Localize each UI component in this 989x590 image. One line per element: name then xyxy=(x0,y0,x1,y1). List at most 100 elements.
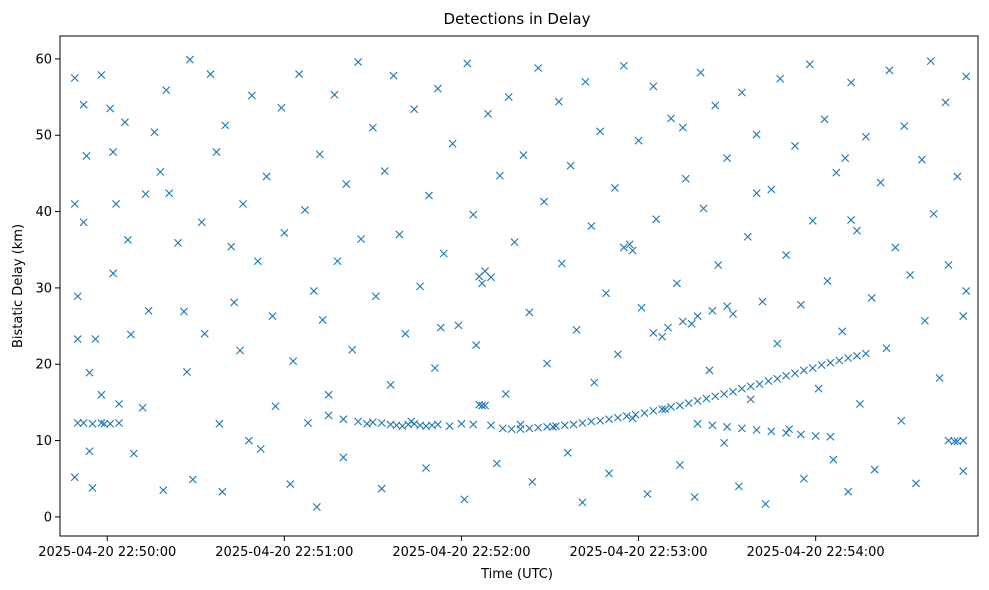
data-point xyxy=(596,416,605,425)
data-point xyxy=(239,199,247,208)
data-point xyxy=(829,455,838,464)
data-point xyxy=(88,483,97,492)
data-point xyxy=(953,172,962,181)
data-point xyxy=(844,354,853,363)
data-point xyxy=(723,302,732,311)
data-point xyxy=(596,127,605,136)
data-point xyxy=(386,380,395,389)
data-point xyxy=(590,378,599,387)
data-point xyxy=(581,77,590,86)
data-point xyxy=(79,218,88,227)
data-point xyxy=(97,390,106,399)
data-point xyxy=(156,167,165,176)
data-point xyxy=(129,449,138,458)
data-point xyxy=(439,249,448,258)
data-point xyxy=(847,78,856,87)
data-point xyxy=(917,155,926,164)
y-tick-label: 20 xyxy=(35,358,52,373)
x-tick-label: 2025-04-20 22:51:00 xyxy=(215,545,353,560)
data-point xyxy=(495,171,504,180)
data-point xyxy=(469,210,478,219)
data-point xyxy=(838,327,847,336)
data-point xyxy=(484,109,492,118)
data-point xyxy=(312,503,321,511)
data-point xyxy=(357,235,366,244)
data-point xyxy=(123,235,132,244)
data-point xyxy=(661,405,670,414)
data-point xyxy=(354,417,363,426)
data-point xyxy=(354,57,363,66)
data-point xyxy=(734,482,743,491)
data-point xyxy=(920,316,929,325)
data-point xyxy=(501,390,510,399)
data-point xyxy=(693,312,702,321)
data-point xyxy=(362,419,371,428)
data-point xyxy=(885,66,894,75)
data-point xyxy=(723,422,732,431)
data-point xyxy=(534,64,543,73)
data-point xyxy=(463,59,472,68)
data-point xyxy=(371,292,380,301)
data-point xyxy=(926,57,935,66)
data-point xyxy=(112,199,121,208)
data-point xyxy=(70,473,79,482)
data-point xyxy=(206,70,215,79)
data-point xyxy=(690,493,699,502)
data-point xyxy=(714,261,723,269)
data-point xyxy=(182,367,191,376)
data-point xyxy=(79,419,88,428)
data-point xyxy=(791,369,799,378)
data-point xyxy=(244,436,253,445)
data-point xyxy=(826,432,835,441)
data-point xyxy=(959,312,968,321)
data-point xyxy=(649,406,658,415)
data-point xyxy=(197,218,206,227)
data-point xyxy=(324,411,333,420)
data-point xyxy=(433,84,442,93)
data-point xyxy=(560,421,569,430)
data-point xyxy=(472,341,481,350)
data-point xyxy=(70,73,79,82)
data-point xyxy=(640,409,649,418)
data-point xyxy=(410,419,419,428)
data-point xyxy=(97,419,106,428)
data-point xyxy=(758,297,767,306)
data-point xyxy=(823,277,832,286)
y-tick-label: 10 xyxy=(35,434,52,449)
data-point xyxy=(540,197,549,206)
data-point xyxy=(605,415,614,424)
data-point xyxy=(504,93,513,102)
data-point xyxy=(743,232,752,241)
data-point xyxy=(218,487,227,496)
data-point xyxy=(675,401,684,410)
data-point xyxy=(516,425,525,434)
data-point xyxy=(897,416,906,425)
data-point xyxy=(613,350,622,359)
data-point xyxy=(548,422,557,431)
data-point xyxy=(416,282,425,291)
data-point xyxy=(796,430,805,439)
y-tick-label: 30 xyxy=(35,281,52,296)
data-point xyxy=(817,361,826,369)
data-point xyxy=(277,103,286,112)
data-point xyxy=(681,174,690,183)
data-point xyxy=(844,487,853,496)
data-point xyxy=(852,351,861,360)
data-point xyxy=(377,484,386,493)
data-point xyxy=(791,141,799,150)
data-point xyxy=(658,405,667,414)
data-point xyxy=(174,238,183,247)
data-point xyxy=(268,312,277,321)
data-point xyxy=(602,289,611,298)
data-point xyxy=(705,366,714,375)
data-point xyxy=(832,168,841,177)
data-point xyxy=(212,148,221,157)
data-point xyxy=(711,101,720,110)
data-point xyxy=(256,444,265,453)
data-point xyxy=(389,71,398,80)
data-point xyxy=(720,438,729,447)
data-point xyxy=(324,390,333,399)
data-point xyxy=(73,335,82,344)
data-point xyxy=(342,180,351,189)
data-point xyxy=(773,339,782,348)
